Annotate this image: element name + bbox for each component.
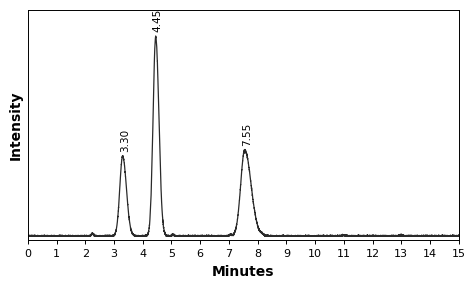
Text: 7.55: 7.55 [242, 123, 252, 146]
X-axis label: Minutes: Minutes [212, 265, 274, 279]
Y-axis label: Intensity: Intensity [9, 90, 22, 160]
Text: 4.45: 4.45 [153, 9, 163, 32]
Text: 3.30: 3.30 [119, 129, 130, 152]
